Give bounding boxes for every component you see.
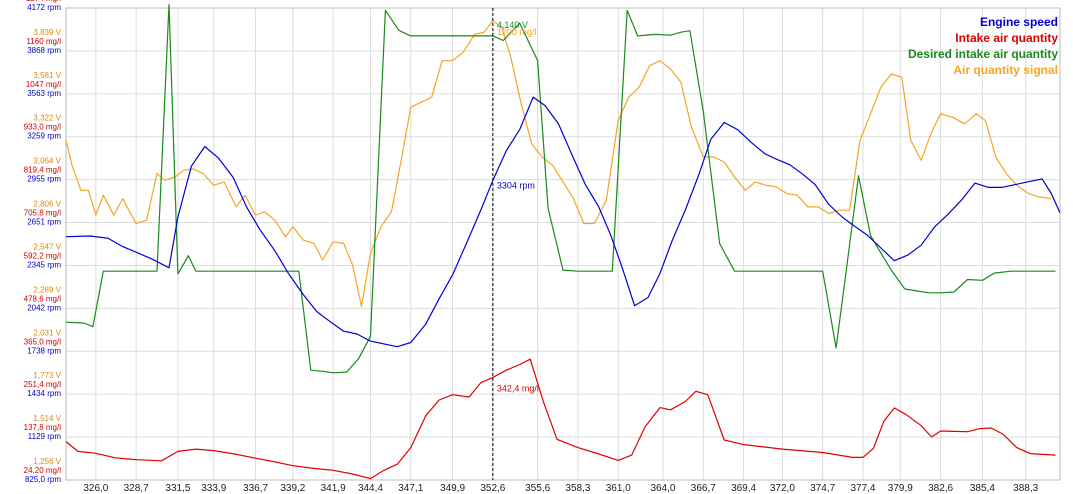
y-tick-label-voltage: 3,064 V [33,157,61,166]
series-line-intake-air-quantity [65,358,1056,480]
x-tick-label: 336,7 [243,483,268,494]
y-tick-label-rpm: 3259 rpm [27,132,61,141]
series-line-engine-speed [65,96,1061,348]
y-tick-label-voltage: 2,547 V [33,242,61,251]
y-tick-label-rpm: 1434 rpm [27,389,61,398]
x-tick-label: 372,0 [770,483,795,494]
y-tick-label-voltage: 2,806 V [33,200,61,209]
cursor-readout-desired-intake-air-quantity: 4,140 V [497,20,528,30]
y-tick-label-rpm: 2955 rpm [27,175,61,184]
grid [65,7,1061,481]
x-tick-label: 328,7 [124,483,149,494]
y-tick-label-air: 933,0 mg/l [24,123,62,132]
x-tick-label: 374,7 [810,483,835,494]
y-tick-label-rpm: 2651 rpm [27,218,61,227]
y-tick-label-air: 1274 mg/l [26,0,61,3]
x-tick-label: 361,0 [606,483,631,494]
y-tick-label-voltage: 2,031 V [33,328,61,337]
y-tick-label-rpm: 1129 rpm [28,432,62,441]
x-tick-label: 366,7 [691,483,716,494]
cursor-readout-engine-speed: 3304 rpm [497,180,535,190]
legend-entry-desired-intake-air-quantity[interactable]: Desired intake air quantity [908,47,1058,61]
y-tick-label-voltage: 3,581 V [33,71,61,80]
legend: Engine speed Intake air quantity Desired i… [908,15,1058,77]
x-tick-label: 358,3 [565,483,590,494]
x-tick-label: 347,1 [398,483,423,494]
x-tick-label: 333,9 [201,483,226,494]
y-tick-label-voltage: 1,514 V [33,414,61,423]
x-tick-label: 352,6 [480,483,505,494]
legend-entry-engine-speed[interactable]: Engine speed [980,15,1058,29]
y-tick-label-rpm: 3868 rpm [27,46,61,55]
series-line-desired-intake-air-quantity [65,3,1056,374]
y-tick-label-rpm: 2345 rpm [27,260,61,269]
y-tick-label-air: 478,6 mg/l [24,294,62,303]
x-tick-label: 344,4 [358,483,383,494]
y-tick-label-air: 705,8 mg/l [24,209,62,218]
x-tick-label: 377,4 [850,483,875,494]
cursor-readout-air-quantity-signal: 1200 mg/l [497,27,537,37]
y-tick-label-voltage: 3,322 V [33,114,61,123]
plot-area [65,3,1061,480]
x-tick-label: 382,6 [928,483,953,494]
x-axis: 326,0 328,7 331,5 333,9 336,7 339,2 341,9 344,4… [83,483,1038,494]
y-tick-label-air: 137,8 mg/l [24,423,62,432]
y-tick-label-voltage: 1,773 V [33,371,61,380]
legend-entry-intake-air-quantity[interactable]: Intake air quantity [955,31,1058,45]
y-tick-label-voltage: 2,289 V [33,285,61,294]
y-tick-label-air: 1047 mg/l [26,80,61,89]
y-tick-label-air: 365,0 mg/l [24,337,62,346]
x-tick-label: 355,6 [525,483,550,494]
y-tick-label-rpm: 3563 rpm [27,89,61,98]
x-tick-label: 364,0 [650,483,675,494]
y-tick-label-rpm: 4172 rpm [27,3,61,12]
x-tick-label: 388,3 [1013,483,1038,494]
x-tick-label: 349,9 [440,483,465,494]
x-tick-label: 369,4 [731,483,756,494]
y-tick-label-rpm: 825,0 rpm [25,475,61,484]
series-line-air-quantity-signal [65,20,1052,308]
y-tick-label-air: 819,4 mg/l [24,166,62,175]
x-tick-label: 385,4 [970,483,995,494]
x-tick-label: 339,2 [280,483,305,494]
cursor-readout-intake-air-quantity: 342,4 mg/l [497,383,539,393]
y-tick-label-voltage: 3,839 V [33,28,61,37]
x-tick-label: 326,0 [83,483,108,494]
y-tick-label-rpm: 2042 rpm [27,303,61,312]
y-tick-label-air: 24,20 mg/l [24,466,62,475]
x-tick-label: 341,9 [321,483,346,494]
x-tick-label: 379,9 [888,483,913,494]
plot-border [65,7,1061,481]
y-tick-label-air: 251,4 mg/l [24,380,62,389]
y-tick-label-rpm: 1738 rpm [27,346,61,355]
y-tick-label-voltage: 1,256 V [33,457,61,466]
x-tick-label: 331,5 [165,483,190,494]
y-tick-label-air: 592,2 mg/l [24,251,62,260]
legend-entry-air-quantity-signal[interactable]: Air quantity signal [953,63,1058,77]
y-tick-label-air: 1160 mg/l [26,37,61,46]
